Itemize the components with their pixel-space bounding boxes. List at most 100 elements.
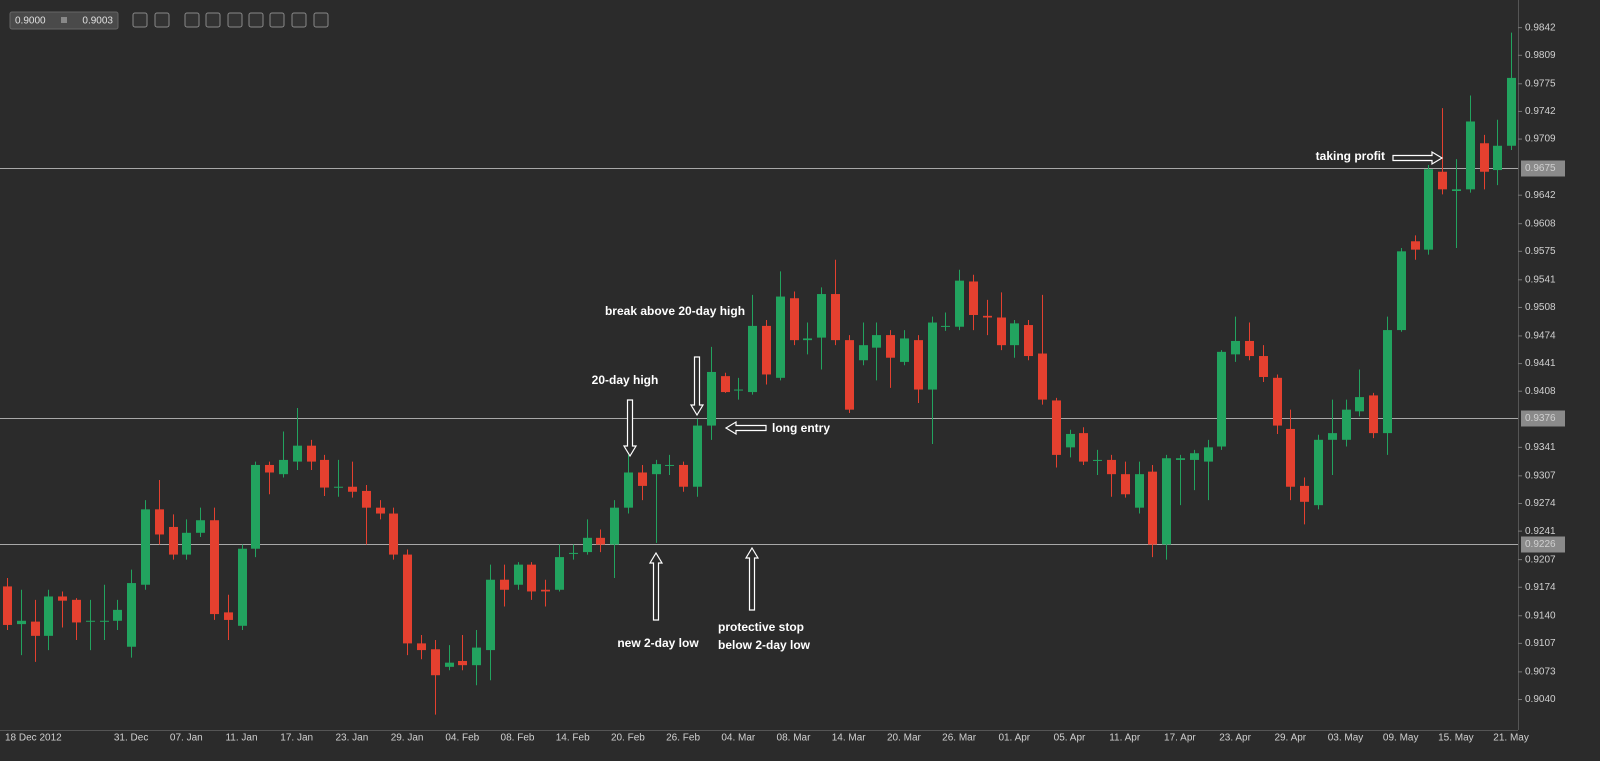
- candle-body: [1231, 340, 1240, 355]
- annotation: break above 20-day high: [605, 304, 745, 318]
- y-tick-label: 0.9441: [1525, 358, 1556, 369]
- x-tick-label: 03. May: [1328, 733, 1364, 744]
- candle-body: [762, 325, 771, 375]
- y-tick-label: 0.9207: [1525, 554, 1556, 565]
- x-tick-label: 17. Jan: [280, 733, 313, 744]
- candle-body: [803, 338, 812, 341]
- level-label: 0.9376: [1525, 413, 1556, 424]
- y-tick-label: 0.9508: [1525, 302, 1556, 313]
- y-tick-label: 0.9341: [1525, 442, 1556, 453]
- candle-body: [527, 564, 536, 592]
- candle-body: [555, 557, 564, 590]
- y-tick-label: 0.9073: [1525, 667, 1556, 678]
- candle-body: [403, 554, 412, 644]
- arrow: [744, 546, 760, 611]
- candle-body: [458, 660, 467, 666]
- candle-body: [707, 371, 716, 426]
- candle-body: [1066, 433, 1075, 448]
- zoom-in-button[interactable]: [154, 12, 170, 28]
- candle-body: [224, 612, 233, 620]
- y-tick-label: 0.9541: [1525, 274, 1556, 285]
- candle-body: [1300, 485, 1309, 502]
- indicators-button[interactable]: [227, 12, 243, 28]
- candle-body: [541, 589, 550, 592]
- candle-body: [652, 464, 661, 475]
- candle-body: [1259, 356, 1268, 377]
- edit-button[interactable]: [291, 12, 307, 28]
- level-label-box: [1521, 536, 1565, 553]
- candle-body: [1397, 251, 1406, 331]
- level-label: 0.9226: [1525, 539, 1556, 550]
- x-tick-label: 04. Feb: [445, 733, 479, 744]
- candle-body: [376, 507, 385, 514]
- arrow: [648, 551, 664, 621]
- y-tick-label: 0.9742: [1525, 106, 1556, 117]
- candle-body: [210, 520, 219, 615]
- candle-body: [58, 596, 67, 601]
- candle-body: [31, 621, 40, 636]
- candle-body: [1190, 453, 1199, 460]
- y-tick-label: 0.9775: [1525, 78, 1556, 89]
- annotation: new 2-day low: [617, 636, 699, 650]
- draw-button[interactable]: [248, 12, 264, 28]
- pen-button[interactable]: [313, 12, 329, 28]
- arrow: [622, 399, 638, 458]
- y-tick-label: 0.9241: [1525, 526, 1556, 537]
- x-tick-label: 20. Feb: [611, 733, 645, 744]
- candle-body: [1093, 459, 1102, 461]
- candle-body: [1342, 409, 1351, 440]
- candle-body: [44, 596, 53, 636]
- candle-body: [859, 345, 868, 361]
- zoom-out-button[interactable]: [132, 12, 148, 28]
- x-tick-label: 18 Dec 2012: [5, 733, 62, 744]
- x-tick-label: 21. May: [1493, 733, 1529, 744]
- x-tick-label: 14. Mar: [832, 733, 867, 744]
- candle-body: [638, 472, 647, 486]
- candle-body: [1369, 395, 1378, 434]
- period-button[interactable]: [184, 12, 200, 28]
- y-tick-label: 0.9140: [1525, 610, 1556, 621]
- candle-body: [1438, 171, 1447, 190]
- level-label: 0.9675: [1525, 163, 1556, 174]
- candle-body: [569, 552, 578, 554]
- candle-body: [86, 620, 95, 622]
- y-tick-label: 0.9040: [1525, 694, 1556, 705]
- candle-body: [1355, 397, 1364, 412]
- candle-body: [748, 325, 757, 393]
- y-tick-label: 0.9642: [1525, 190, 1556, 201]
- candle-body: [886, 335, 895, 358]
- y-tick-label: 0.9174: [1525, 582, 1556, 593]
- arrow: [1392, 150, 1444, 166]
- candle-body: [1148, 471, 1157, 545]
- candle-body: [817, 294, 826, 338]
- candle-body: [155, 509, 164, 535]
- candle-body: [1273, 377, 1282, 426]
- x-tick-label: 08. Mar: [777, 733, 812, 744]
- annotation: 20-day high: [592, 373, 659, 387]
- annotation: long entry: [772, 421, 830, 435]
- candle-body: [348, 486, 357, 492]
- candle-body: [486, 579, 495, 651]
- candle-body: [983, 315, 992, 318]
- y-tick-label: 0.9842: [1525, 22, 1556, 33]
- annotations: 20-day high break above 20-day high long…: [592, 149, 1444, 652]
- candle-body: [500, 579, 509, 590]
- arrow: [689, 356, 705, 417]
- candle-body: [1480, 143, 1489, 172]
- candle-body: [1314, 439, 1323, 506]
- y-tick-label: 0.9608: [1525, 218, 1556, 229]
- candle-body: [610, 507, 619, 545]
- plot-area: 0.9842 0.9809 0.9775 0.9742 0.9709 0.9642 0.96…: [0, 22, 1565, 744]
- copy-button[interactable]: [269, 12, 285, 28]
- candle-body: [679, 464, 688, 487]
- chart-type-button[interactable]: [205, 12, 221, 28]
- candle-body: [141, 509, 150, 585]
- candle-body: [941, 325, 950, 327]
- candle-body: [472, 647, 481, 666]
- candle-body: [596, 537, 605, 545]
- candle-body: [969, 281, 978, 315]
- x-tick-label: 05. Apr: [1054, 733, 1086, 744]
- x-tick-label: 20. Mar: [887, 733, 922, 744]
- candle-body: [872, 335, 881, 348]
